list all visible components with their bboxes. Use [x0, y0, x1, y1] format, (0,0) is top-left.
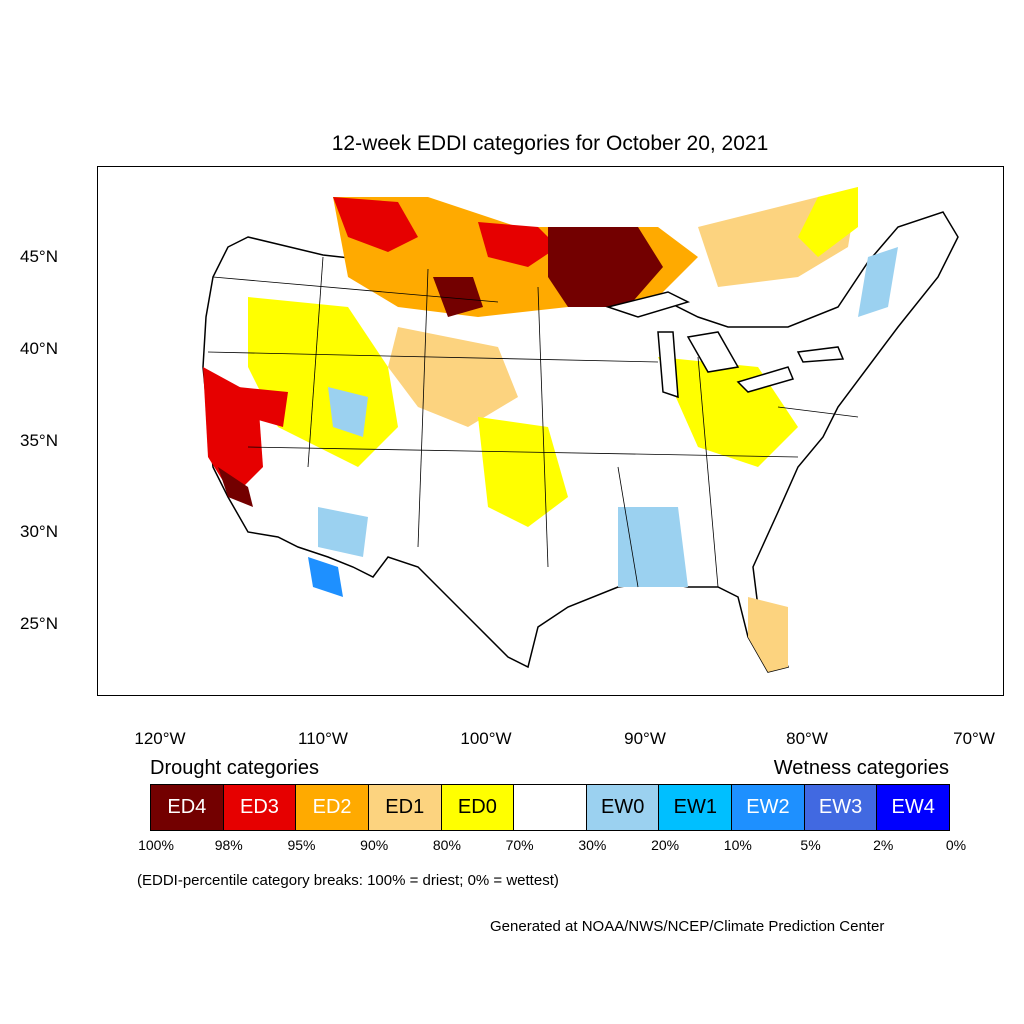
lon-label-120: 120°W — [134, 729, 186, 748]
great-lakes — [605, 291, 845, 399]
percentile-break: 2% — [873, 837, 894, 853]
conus-land — [202, 211, 959, 673]
lat-label-45: 45°N — [20, 247, 58, 266]
lat-label-30: 30°N — [20, 522, 58, 541]
lon-label-90: 90°W — [624, 729, 666, 748]
legend-cell-ed2: ED2 — [296, 785, 369, 830]
percentile-break: 100% — [138, 837, 174, 853]
legend-cell-ed1: ED1 — [368, 785, 442, 830]
eddi-map — [97, 166, 1004, 696]
percentile-break: 95% — [287, 837, 316, 853]
percentile-break: 90% — [360, 837, 389, 853]
legend-cell-ew4: EW4 — [877, 785, 950, 830]
map-title: 12-week EDDI categories for October 20, … — [331, 132, 769, 155]
category-legend: ED4 ED3 ED2 ED1 ED0 EW0 EW1 EW2 EW3 EW4 — [150, 784, 950, 831]
percentile-break: 5% — [800, 837, 821, 853]
percentile-break: 30% — [578, 837, 607, 853]
percentile-break: 20% — [651, 837, 680, 853]
lon-label-80: 80°W — [786, 729, 828, 748]
legend-cell-ed4: ED4 — [151, 785, 224, 830]
legend-cell-ew1: EW1 — [659, 785, 733, 830]
category-note: (EDDI-percentile category breaks: 100% =… — [137, 872, 559, 889]
drought-heading: Drought categories — [150, 757, 319, 779]
state-boundaries — [207, 256, 859, 588]
legend-cell-ed3: ED3 — [223, 785, 297, 830]
percentile-break: 10% — [723, 837, 752, 853]
legend-cell-normal — [514, 785, 587, 830]
legend-cell-ew0: EW0 — [586, 785, 660, 830]
legend-cell-ew3: EW3 — [804, 785, 878, 830]
legend-cell-ed0: ED0 — [441, 785, 515, 830]
percentile-break: 98% — [214, 837, 243, 853]
lon-label-70: 70°W — [953, 729, 995, 748]
legend-cell-ew2: EW2 — [732, 785, 805, 830]
lon-label-110: 110°W — [298, 729, 348, 748]
percentile-break: 80% — [432, 837, 461, 853]
lat-label-35: 35°N — [20, 431, 58, 450]
percentile-break: 70% — [505, 837, 534, 853]
map-canvas — [202, 187, 959, 673]
lat-label-40: 40°N — [20, 339, 58, 358]
lon-label-100: 100°W — [460, 729, 512, 748]
wetness-heading: Wetness categories — [773, 757, 949, 779]
category-patches — [203, 187, 898, 672]
percentile-break: 0% — [945, 837, 967, 853]
credit-line: Generated at NOAA/NWS/NCEP/Climate Predi… — [490, 918, 885, 935]
lat-label-25: 25°N — [20, 614, 58, 633]
